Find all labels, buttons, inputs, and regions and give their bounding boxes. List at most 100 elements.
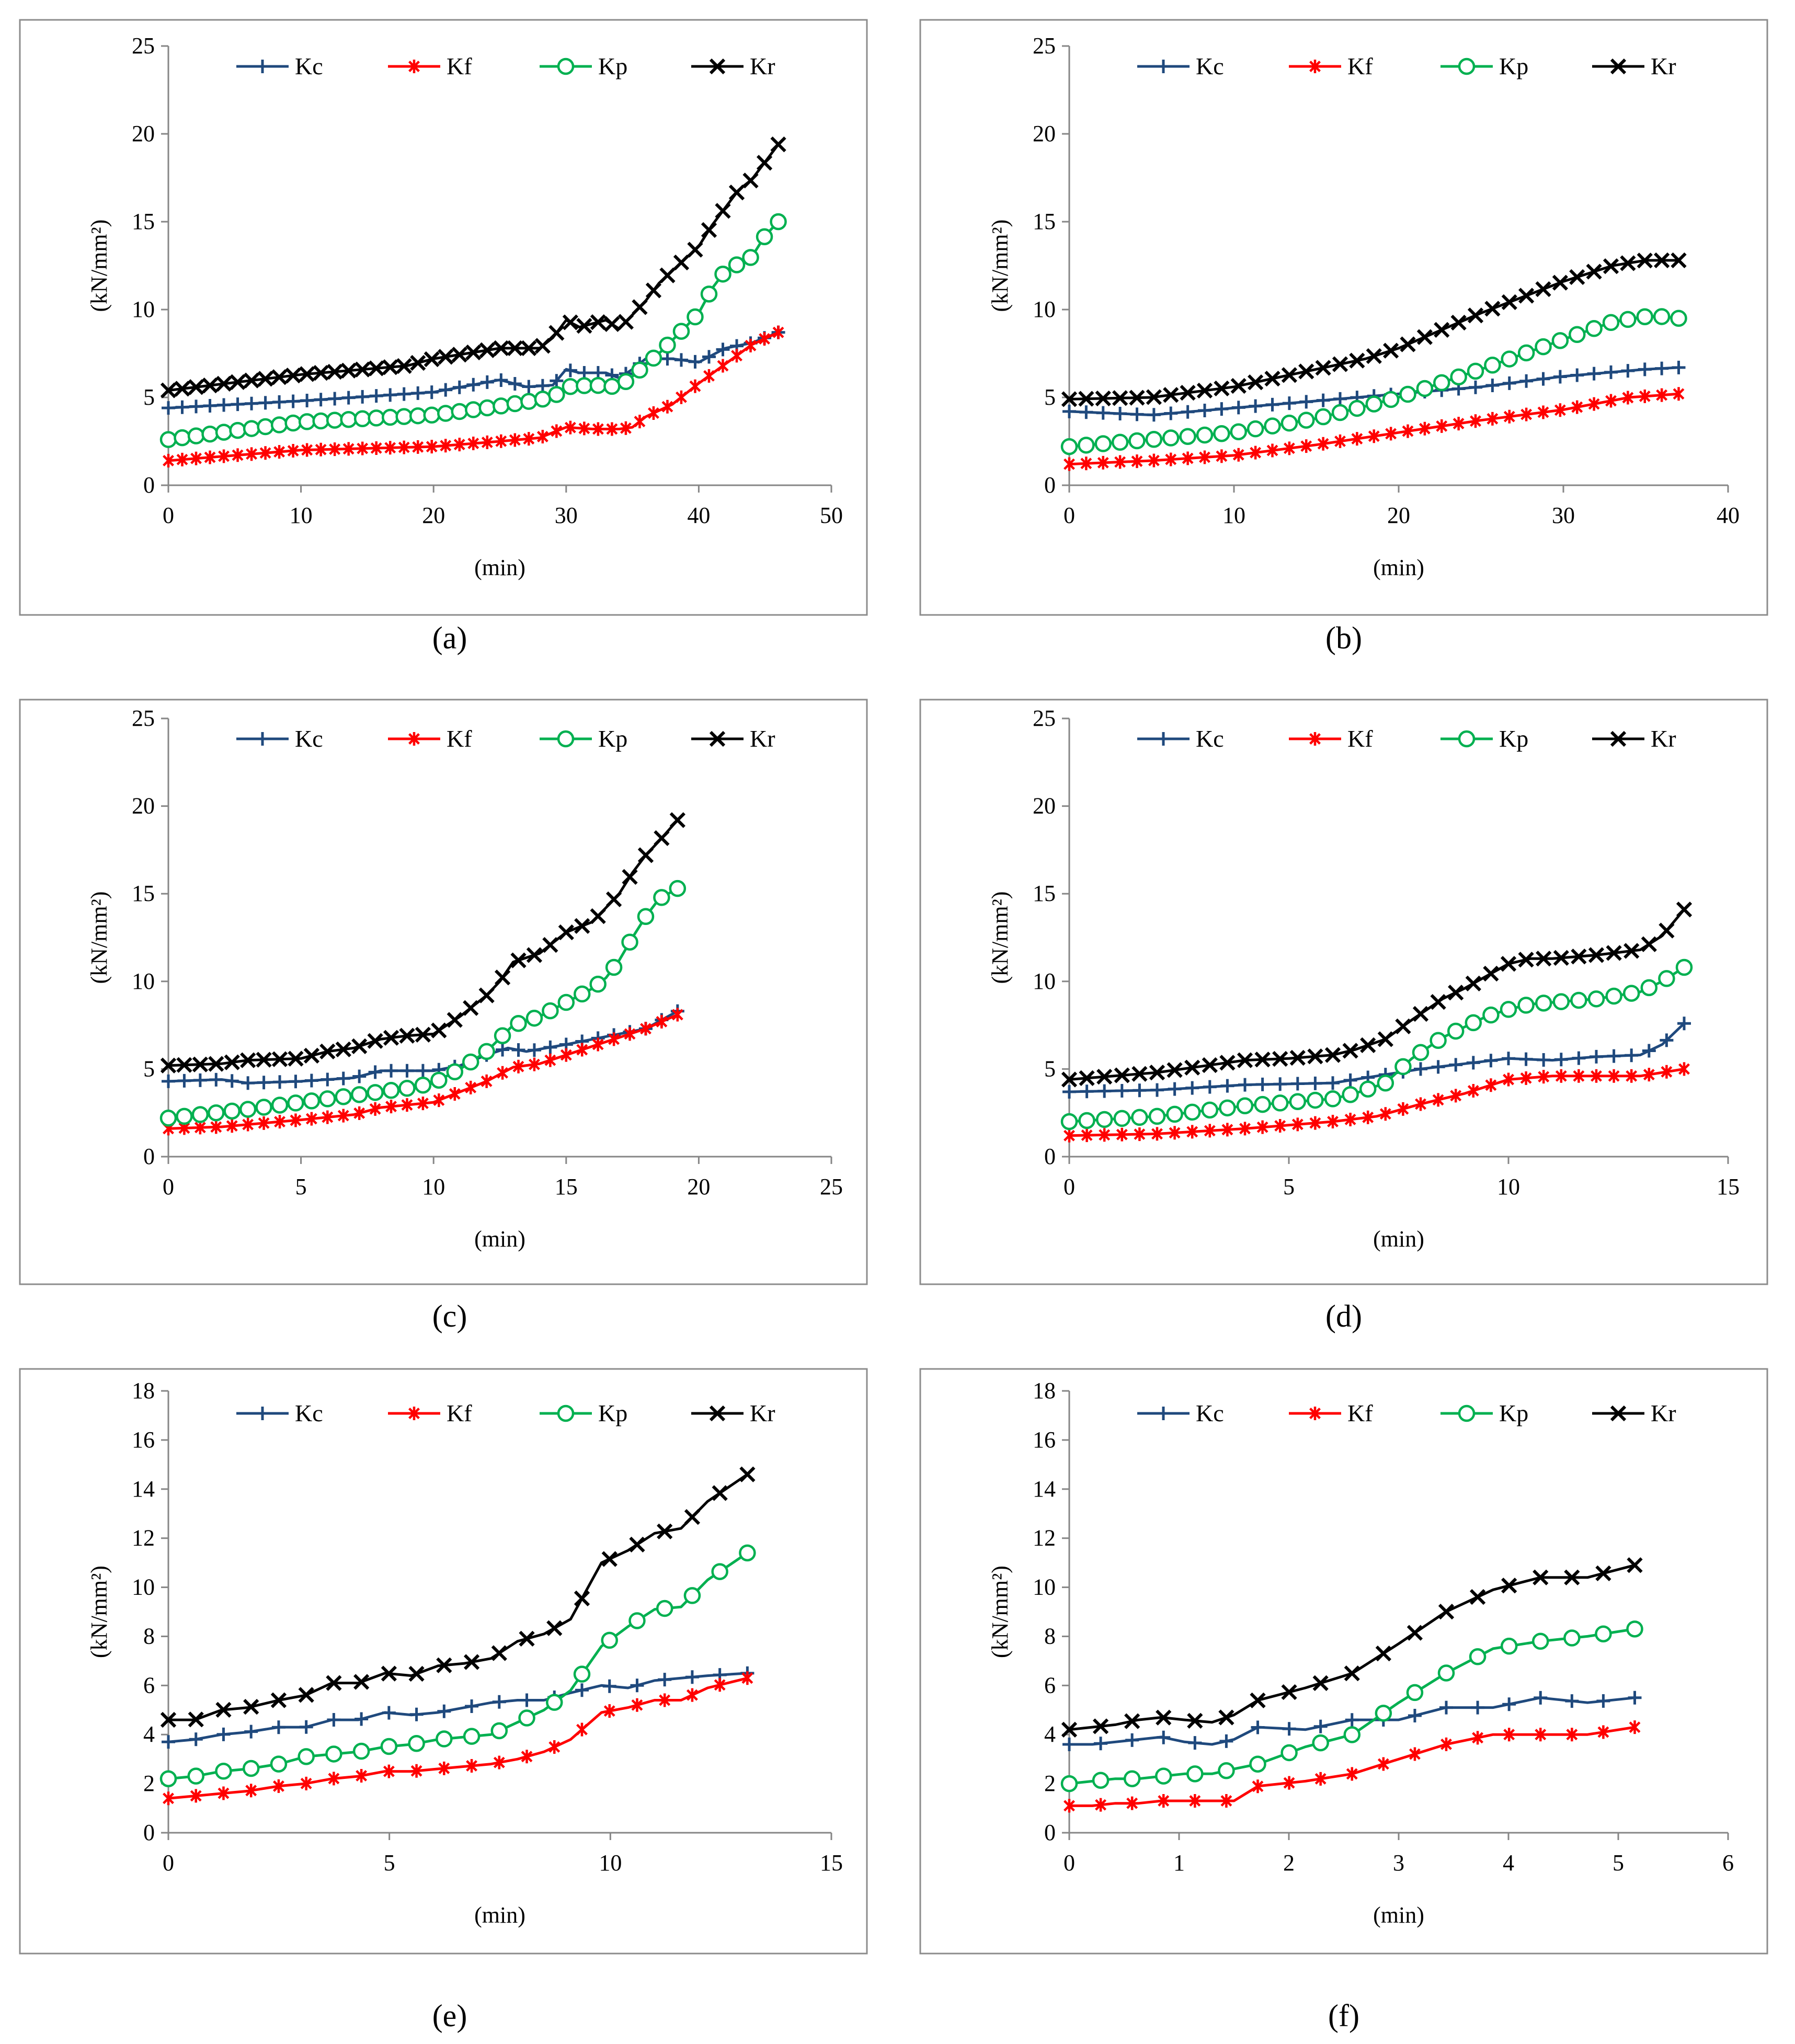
chart-panel-0: 0 5 10 15 20 25 0 10 20 30 40 50 (min) (kN/mm²) Kc Kf Kp… — [19, 19, 868, 616]
data-point-Kc — [1203, 1080, 1217, 1094]
series-Kp — [159, 880, 687, 1127]
data-point-Kr — [534, 338, 551, 354]
data-point-Kf — [741, 1671, 753, 1685]
data-point-Kc — [1655, 361, 1669, 375]
x-axis-label: (min) — [474, 1226, 525, 1252]
data-point-Kf — [551, 424, 563, 438]
data-point-Kc — [203, 398, 217, 413]
data-point-Kc — [300, 393, 314, 407]
data-point-Kr — [590, 908, 606, 924]
data-point-Kr — [507, 340, 523, 357]
data-point-Kf — [1151, 1127, 1163, 1141]
data-point-Kr — [562, 314, 578, 330]
data-point-Kr — [1289, 1049, 1306, 1066]
y-tick-label: 12 — [132, 1525, 155, 1551]
data-point-Kf — [433, 1093, 445, 1107]
data-point-Kp — [352, 1742, 370, 1760]
data-point-Kp — [437, 405, 454, 422]
data-point-Kc — [356, 390, 370, 404]
data-point-Kr — [463, 1654, 480, 1670]
x-tick-label: 20 — [687, 1174, 710, 1200]
data-point-Kr — [494, 969, 511, 986]
legend-marker-Kp — [1458, 58, 1476, 75]
data-point-Kc — [1502, 1052, 1515, 1066]
data-point-Kp — [303, 1092, 321, 1110]
legend-label: Kp — [598, 1400, 627, 1426]
data-point-Kr — [1360, 1037, 1376, 1054]
data-point-Kp — [683, 1587, 701, 1604]
data-point-Kr — [1483, 965, 1499, 982]
series-Kf — [1064, 387, 1685, 471]
data-point-Kr — [1124, 1713, 1140, 1729]
data-point-Kc — [1485, 379, 1500, 393]
data-point-Kp — [1254, 1095, 1271, 1113]
data-point-Kp — [1271, 1094, 1289, 1112]
data-point-Kc — [1587, 367, 1601, 381]
data-point-Kr — [521, 340, 537, 357]
data-point-Kc — [1062, 1738, 1076, 1751]
x-tick-label: 0 — [163, 503, 174, 528]
data-point-Kf — [1409, 1747, 1421, 1761]
data-point-Kr — [756, 155, 773, 171]
data-point-Kf — [1095, 1798, 1107, 1812]
data-point-Kc — [1554, 1053, 1568, 1067]
legend-marker-Kr — [709, 730, 726, 747]
legend-marker-Kf — [408, 1407, 420, 1420]
legend-label: Kf — [447, 725, 472, 752]
data-point-Kr — [1586, 264, 1602, 280]
data-point-Kp — [478, 1043, 495, 1060]
data-point-Kf — [290, 1113, 302, 1127]
data-point-Kf — [603, 1704, 615, 1718]
x-tick-label: 10 — [1497, 1174, 1520, 1200]
data-point-Kf — [1256, 1120, 1268, 1134]
data-point-Kp — [1587, 990, 1605, 1008]
series-Kr — [1061, 252, 1687, 407]
data-point-Kc — [411, 386, 425, 400]
data-point-Kf — [440, 439, 452, 453]
data-point-Kr — [1501, 294, 1517, 311]
data-point-Kf — [631, 1698, 643, 1712]
data-point-Kr — [270, 1692, 287, 1708]
data-point-Kp — [1484, 357, 1501, 374]
data-point-Kf — [1402, 424, 1414, 438]
data-point-Kp — [187, 427, 205, 444]
data-point-Kr — [701, 222, 717, 238]
data-point-Kr — [1237, 1052, 1253, 1068]
data-point-Kr — [240, 1052, 256, 1068]
data-point-Kf — [620, 421, 632, 435]
data-point-Kr — [1248, 374, 1264, 391]
data-point-Kc — [1621, 364, 1635, 378]
data-point-Kc — [162, 1074, 175, 1088]
data-point-Kr — [1606, 945, 1622, 961]
data-point-Kf — [1199, 450, 1210, 464]
data-point-Kr — [493, 340, 509, 357]
y-tick-label: 15 — [1033, 881, 1056, 906]
data-point-Kf — [438, 1761, 450, 1775]
data-point-Kp — [1145, 431, 1163, 448]
data-point-Kf — [1436, 419, 1448, 433]
panel-label: (a) — [432, 621, 467, 655]
x-axis-label: (min) — [1373, 1226, 1424, 1252]
data-point-Kp — [1551, 332, 1569, 349]
data-point-Kf — [1362, 1110, 1374, 1124]
data-point-Kf — [357, 441, 369, 455]
data-point-Kc — [1484, 1054, 1498, 1068]
data-point-Kc — [1628, 1691, 1642, 1705]
data-point-Kc — [257, 1076, 271, 1090]
legend-marker-Kr — [709, 1405, 726, 1422]
data-point-Kr — [335, 1041, 351, 1057]
data-point-Kf — [242, 1117, 254, 1132]
data-point-Kp — [1148, 1107, 1166, 1125]
data-point-Kr — [271, 1051, 288, 1067]
data-point-Kp — [239, 1101, 257, 1118]
data-point-Kr — [632, 299, 648, 315]
data-point-Kp — [1060, 438, 1078, 455]
y-tick-label: 12 — [1033, 1525, 1056, 1551]
data-point-Kc — [1502, 376, 1516, 390]
data-point-Kr — [629, 1536, 645, 1553]
legend-marker-Kp — [1458, 1404, 1476, 1422]
data-point-Kf — [1169, 1126, 1181, 1140]
y-tick-label: 20 — [1033, 793, 1056, 819]
data-point-Kr — [1095, 390, 1111, 407]
